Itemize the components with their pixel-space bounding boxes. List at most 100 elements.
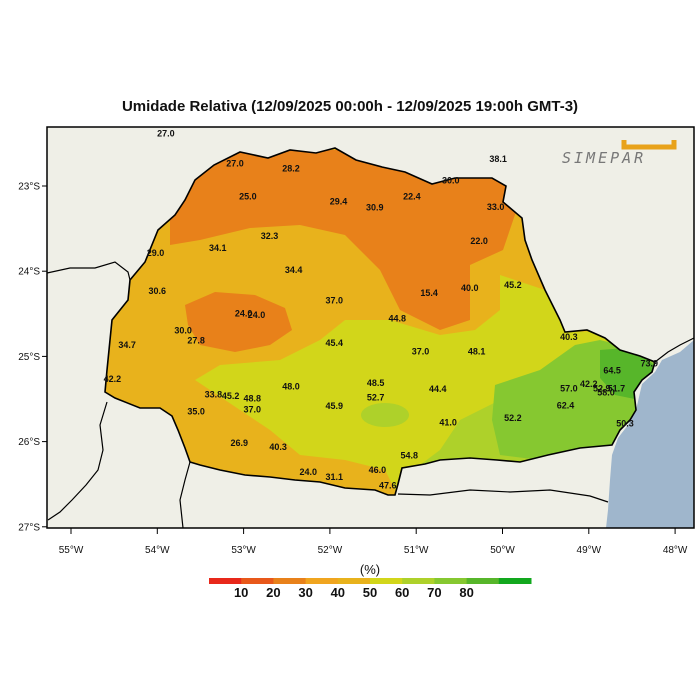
legend-label: 50 (362, 585, 378, 600)
lat-tick-label: 25°S (18, 352, 40, 363)
logo-text: SIMEPAR (562, 149, 647, 167)
station-value: 45.4 (325, 338, 343, 348)
legend-swatch (498, 578, 532, 584)
legend-swatch (370, 578, 403, 584)
station-value: 42.2 (104, 374, 122, 384)
station-values: 27.0 27.0 28.2 25.0 29.4 30.9 22.4 30.0 33.0 38.1… (104, 129, 658, 491)
station-value: 73.9 (640, 359, 658, 369)
legend-label: 40 (330, 585, 346, 600)
legend-label: 80 (459, 585, 474, 600)
station-value: 45.9 (325, 401, 343, 411)
station-value: 58.0 (597, 388, 615, 398)
lat-tick-label: 24°S (18, 267, 40, 278)
legend-swatch (466, 578, 500, 584)
station-value: 52.9 (593, 383, 611, 393)
legend-swatch (209, 578, 242, 584)
zone-20-30-north (170, 150, 520, 330)
zone-20-30-west (185, 292, 292, 352)
station-value: 28.2 (282, 164, 300, 174)
lon-tick-label: 51°W (404, 545, 429, 556)
lat-tick-label: 26°S (18, 437, 40, 448)
lon-tick-label: 52°W (318, 545, 343, 556)
lon-tick-label: 48°W (663, 545, 688, 556)
station-value: 34.7 (118, 340, 136, 350)
legend-swatch (273, 578, 307, 584)
station-value: 38.1 (489, 154, 507, 164)
legend-swatch (305, 578, 339, 584)
latitude-axis: 23°S 24°S 25°S 26°S 27°S (18, 182, 47, 533)
station-value: 44.8 (388, 313, 406, 323)
station-value: 37.0 (412, 347, 430, 357)
station-value: 57.0 (560, 383, 578, 393)
station-value: 48.5 (367, 378, 385, 388)
longitude-axis: 55°W 54°W 53°W 52°W 51°W 50°W 49°W 48°W (59, 528, 688, 556)
legend-swatch (337, 578, 371, 584)
station-value: 22.0 (470, 236, 488, 246)
station-value: 45.2 (504, 280, 522, 290)
station-value: 46.0 (369, 465, 387, 475)
lon-tick-label: 54°W (145, 545, 170, 556)
border-argentina-2 (179, 461, 191, 528)
lon-tick-label: 53°W (231, 545, 256, 556)
station-value: 44.4 (429, 384, 447, 394)
station-value: 24.0 (300, 467, 318, 477)
station-value: 52.7 (367, 393, 385, 403)
station-value: 30.0 (174, 325, 192, 335)
legend-unit: (%) (359, 562, 381, 577)
lat-tick-label: 23°S (18, 182, 40, 193)
station-value: 30.9 (366, 203, 384, 213)
border-argentina (47, 401, 108, 521)
station-value: 27.8 (187, 336, 205, 346)
station-value: 62.4 (557, 400, 575, 410)
station-value: 37.0 (243, 405, 261, 415)
legend-swatch (241, 578, 274, 584)
border-paraguay (47, 261, 131, 281)
station-value: 35.0 (187, 406, 205, 416)
station-value: 40.3 (269, 442, 287, 452)
station-value: 37.0 (325, 296, 343, 306)
legend-label: 70 (427, 585, 442, 600)
legend-colorbar (209, 578, 532, 584)
station-value: 22.4 (403, 192, 421, 202)
border-sc (397, 489, 609, 503)
station-value: 54.8 (401, 451, 419, 461)
station-value: 48.0 (282, 382, 300, 392)
station-value: 26.9 (231, 438, 249, 448)
station-value: 40.0 (461, 283, 479, 293)
legend-label: 60 (394, 585, 410, 600)
logo-icon (621, 140, 677, 150)
station-value: 33.8 (205, 389, 223, 399)
station-value: 30.6 (149, 286, 167, 296)
station-value: 51.7 (608, 383, 626, 393)
station-value: 29.4 (330, 197, 348, 207)
station-value: 40.3 (560, 332, 578, 342)
legend-label: 10 (233, 585, 249, 600)
legend-swatch (402, 578, 435, 584)
legend-label: 20 (266, 585, 281, 600)
zone-50-60-patch (361, 403, 409, 427)
station-value: 27.0 (157, 129, 175, 139)
station-value: 29.0 (147, 248, 165, 258)
lon-tick-label: 55°W (59, 545, 84, 556)
station-value: 30.0 (442, 175, 460, 185)
station-value: 15.4 (420, 288, 438, 298)
station-value: 52.2 (504, 413, 522, 423)
station-value: 33.0 (487, 202, 505, 212)
lon-tick-label: 50°W (490, 545, 515, 556)
station-value: 42.2 (580, 379, 598, 389)
lon-tick-label: 49°W (577, 545, 602, 556)
station-value: 34.4 (285, 265, 303, 275)
lat-tick-label: 27°S (18, 522, 40, 533)
station-value: 48.8 (243, 394, 261, 404)
station-value: 32.3 (261, 231, 279, 241)
station-value: 27.0 (226, 158, 244, 168)
map-frame (46, 126, 695, 529)
station-value: 50.3 (616, 418, 634, 428)
station-value: 45.2 (222, 391, 240, 401)
station-value: 24.0 (248, 310, 266, 320)
station-value: 47.6 (379, 480, 397, 490)
simepar-logo: SIMEPAR (562, 138, 682, 168)
station-value: 34.1 (209, 243, 227, 253)
map-title: Umidade Relativa (12/09/2025 00:00h - 12… (121, 98, 579, 115)
